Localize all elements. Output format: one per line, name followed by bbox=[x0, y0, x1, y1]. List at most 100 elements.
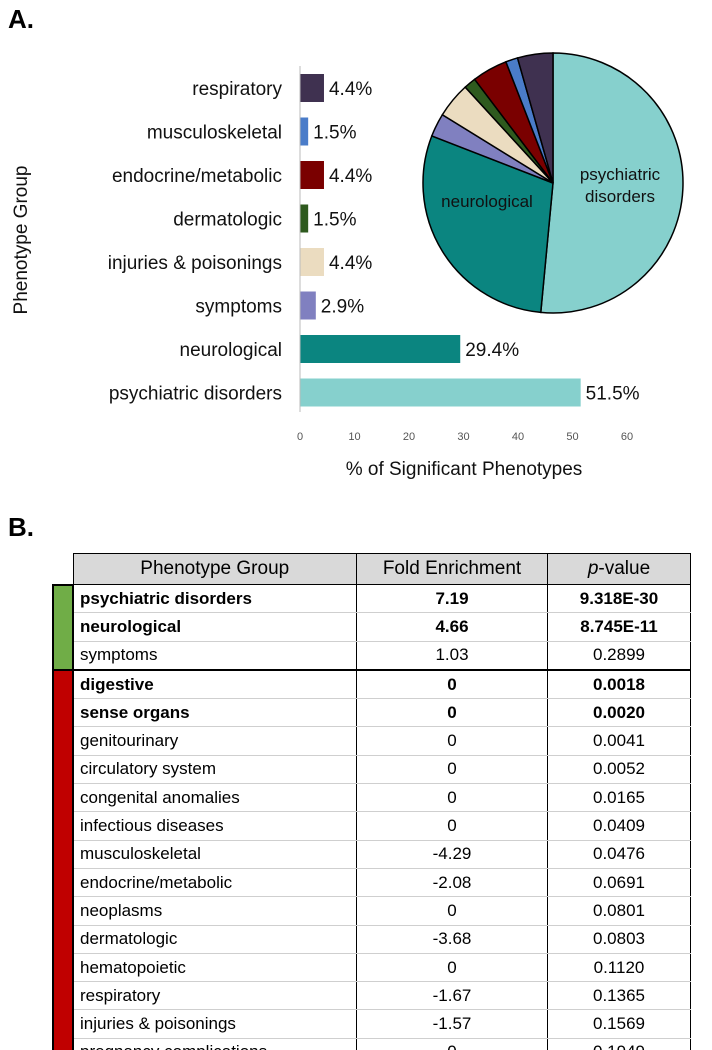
x-tick-label: 50 bbox=[566, 431, 578, 443]
cell-p: 0.2899 bbox=[547, 641, 691, 671]
table-row: genitourinary 0 0.0041 bbox=[53, 726, 691, 756]
cell-fe: 0 bbox=[356, 698, 548, 728]
cell-fe: 0 bbox=[356, 755, 548, 785]
cell-fe: 0 bbox=[356, 811, 548, 841]
table-row: circulatory system 0 0.0052 bbox=[53, 755, 691, 785]
x-axis-title: % of Significant Phenotypes bbox=[346, 459, 583, 480]
cell-p: 0.0476 bbox=[547, 840, 691, 869]
cell-p: 0.1569 bbox=[547, 1009, 691, 1039]
cell-name: hematopoietic bbox=[72, 953, 357, 983]
cell-p: 8.745E-11 bbox=[547, 612, 691, 642]
data-label: 4.4% bbox=[329, 166, 372, 187]
cell-p: 0.0018 bbox=[547, 669, 691, 700]
pie-slice-neurological bbox=[422, 134, 554, 314]
table-row: endocrine/metabolic -2.08 0.0691 bbox=[53, 868, 691, 898]
data-label: 2.9% bbox=[321, 297, 364, 318]
cell-p: 0.0409 bbox=[547, 811, 691, 841]
cell-name: respiratory bbox=[72, 981, 357, 1011]
cell-name: psychiatric disorders bbox=[72, 584, 357, 614]
pie-slice-psychiatric-disorders bbox=[539, 52, 684, 314]
cell-p: 0.0052 bbox=[547, 755, 691, 785]
bar bbox=[300, 161, 324, 189]
table-row: pregnancy complications00.1949 bbox=[53, 1038, 691, 1050]
cell-fe: 0 bbox=[356, 726, 548, 756]
bar bbox=[300, 204, 309, 233]
category-label: endocrine/metabolic bbox=[112, 166, 282, 187]
table-row: neurological 4.66 8.745E-11 bbox=[53, 612, 691, 642]
cell-p: 0.0020 bbox=[547, 698, 691, 728]
depleted-group-indicator bbox=[52, 668, 74, 1050]
cell-fe: 0 bbox=[356, 783, 548, 813]
cell-name: genitourinary bbox=[72, 726, 357, 756]
pie-label-neurological: neurological bbox=[441, 192, 533, 211]
bar bbox=[300, 74, 324, 102]
enrichment-table: Phenotype Group Fold Enrichment p-value … bbox=[52, 553, 691, 1050]
panel-a-label: A. bbox=[8, 4, 34, 34]
table-row: respiratory -1.67 0.1365 bbox=[53, 981, 691, 1011]
cell-name: injuries & poisonings bbox=[72, 1009, 357, 1039]
cell-fe: -1.57 bbox=[356, 1009, 548, 1039]
cell-name: neoplasms bbox=[72, 896, 357, 926]
bar bbox=[300, 248, 324, 276]
bar bbox=[300, 335, 461, 363]
table-row: sense organs 0 0.0020 bbox=[53, 698, 691, 728]
category-label: dermatologic bbox=[173, 210, 282, 231]
pie-slice-respiratory bbox=[516, 52, 554, 184]
data-label: 51.5% bbox=[586, 384, 640, 405]
cell-fe: 0 bbox=[356, 1038, 548, 1050]
cell-p: 0.0165 bbox=[547, 783, 691, 813]
table-row: digestive 0 0.0018 bbox=[52, 668, 691, 1050]
x-tick-label: 40 bbox=[512, 431, 524, 443]
bar-and-pie-chart: respiratory 4.4% musculoskeletal 1.5% endocr… bbox=[11, 52, 684, 480]
category-label: musculoskeletal bbox=[147, 123, 282, 144]
header-p-italic: p bbox=[587, 558, 599, 579]
cell-p: 0.0803 bbox=[547, 925, 691, 954]
panel-b-label: B. bbox=[8, 512, 34, 542]
category-label: neurological bbox=[180, 340, 282, 361]
cell-p: 0.1949 bbox=[547, 1038, 691, 1050]
table-row: psychiatric disorders 7.19 9.318E-30 bbox=[52, 583, 691, 671]
x-tick-label: 10 bbox=[348, 431, 360, 443]
data-label: 4.4% bbox=[329, 253, 372, 274]
cell-fe: 0 bbox=[356, 953, 548, 983]
cell-p: 0.0041 bbox=[547, 726, 691, 756]
cell-name: digestive bbox=[72, 669, 357, 700]
category-label: respiratory bbox=[192, 79, 282, 100]
data-label: 1.5% bbox=[313, 123, 356, 144]
cell-name: symptoms bbox=[72, 641, 357, 671]
cell-fe: -3.68 bbox=[356, 925, 548, 954]
x-tick-label: 20 bbox=[403, 431, 415, 443]
cell-fe: 0 bbox=[356, 669, 548, 700]
cell-fe: 4.66 bbox=[356, 612, 548, 642]
table-row: symptoms 1.03 0.2899 bbox=[53, 641, 691, 671]
bar bbox=[300, 117, 309, 146]
cell-name: infectious diseases bbox=[72, 811, 357, 841]
cell-fe: 1.03 bbox=[356, 641, 548, 671]
cell-p: 9.318E-30 bbox=[547, 584, 691, 614]
table-row: musculoskeletal -4.29 0.0476 bbox=[53, 840, 691, 869]
y-axis-title: Phenotype Group bbox=[11, 166, 32, 315]
header-phenotype-group: Phenotype Group bbox=[72, 553, 357, 585]
header-spacer bbox=[53, 554, 73, 585]
cell-fe: -2.08 bbox=[356, 868, 548, 898]
cell-name: congenital anomalies bbox=[72, 783, 357, 813]
cell-p: 0.0801 bbox=[547, 896, 691, 926]
cell-fe: -1.67 bbox=[356, 981, 548, 1011]
cell-p: 0.1365 bbox=[547, 981, 691, 1011]
category-label: injuries & poisonings bbox=[108, 253, 282, 274]
cell-name: musculoskeletal bbox=[72, 840, 357, 869]
table-row: neoplasms 0 0.0801 bbox=[53, 896, 691, 926]
cell-name: neurological bbox=[72, 612, 357, 642]
table-row: injuries & poisonings -1.57 0.1569 bbox=[53, 1009, 691, 1039]
cell-p: 0.1120 bbox=[547, 953, 691, 983]
x-tick-label: 30 bbox=[457, 431, 469, 443]
bar bbox=[300, 378, 581, 407]
category-label: symptoms bbox=[195, 297, 282, 318]
enriched-group-indicator bbox=[52, 583, 74, 671]
data-label: 1.5% bbox=[313, 210, 356, 231]
cell-name: circulatory system bbox=[72, 755, 357, 785]
table-row: dermatologic -3.68 0.0803 bbox=[53, 925, 691, 954]
header-fold-enrichment: Fold Enrichment bbox=[356, 553, 548, 585]
cell-name: endocrine/metabolic bbox=[72, 868, 357, 898]
